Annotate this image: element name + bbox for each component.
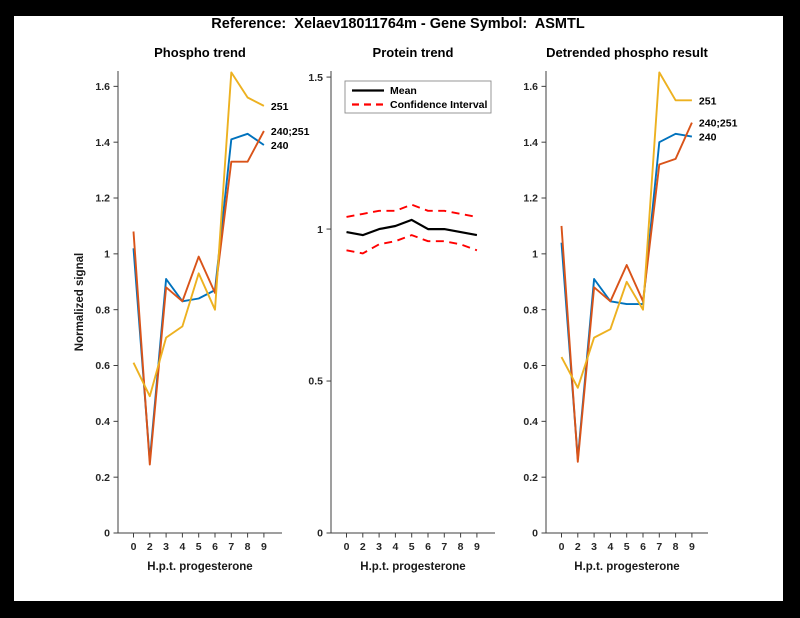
x-tick-label: 0 [131,541,137,553]
y-tick-label: 1.2 [523,193,538,205]
legend-entry-label: Confidence Interval [390,99,488,111]
series-end-label: 251 [699,95,717,107]
x-tick-label: 8 [245,541,251,553]
x-tick-label: 7 [656,541,662,553]
series-line-ci-upper [346,203,478,218]
y-tick-label: 1 [104,249,110,261]
y-tick-label: 0.8 [95,304,110,316]
y-axis-label: Normalized signal [74,253,86,351]
y-tick-label: 1 [532,249,538,261]
figure-title: Reference: Xelaev18011764m - Gene Symbol… [211,16,585,32]
subplot-detrended-phospho: 00.20.40.60.811.21.41.60 2 3 4 5 6 7 8 9Detrende… [523,45,737,573]
y-tick-label: 0 [317,528,323,540]
y-tick-label: 0.8 [523,304,538,316]
x-tick-label: 6 [425,541,431,553]
x-tick-label: 3 [591,541,597,553]
x-tick-label: 2 [360,541,366,553]
series-line-251 [132,71,265,398]
x-tick-label: 0 [344,541,350,553]
series-end-label: 240 [699,132,717,144]
series-line-251 [560,71,692,389]
x-axis-label: H.p.t. progesterone [147,561,252,573]
figure-background [14,16,783,601]
x-tick-label: 4 [179,541,185,553]
x-tick-label: 5 [196,541,202,553]
series-line-240-251 [560,122,693,463]
x-tick-label: 4 [392,541,398,553]
x-tick-label: 5 [409,541,415,553]
y-tick-label: 0.4 [523,416,538,428]
series-end-label: 251 [271,101,289,113]
x-tick-label: 7 [441,541,447,553]
x-tick-label: 7 [228,541,234,553]
y-tick-label: 1.4 [523,137,538,149]
y-tick-label: 0.2 [95,472,110,484]
y-tick-label: 0.5 [308,376,323,388]
y-tick-label: 0.6 [95,360,110,372]
x-axis-label: H.p.t. progesterone [360,561,465,573]
x-tick-label: 3 [376,541,382,553]
series-line-mean [346,218,478,237]
subplot-title: Phospho trend [154,45,246,60]
y-tick-label: 1.6 [523,81,538,93]
x-tick-label: 8 [458,541,464,553]
subplot-title: Protein trend [373,45,454,60]
x-tick-label: 0 [559,541,565,553]
subplot-title: Detrended phospho result [546,45,708,60]
series-line-ci-lower [346,234,478,255]
legend-entry-label: Mean [390,85,417,97]
y-tick-label: 0 [104,528,110,540]
y-tick-label: 0.2 [523,472,538,484]
y-tick-label: 0 [532,528,538,540]
x-axis-label: H.p.t. progesterone [574,561,679,573]
x-tick-label: 6 [640,541,646,553]
x-tick-label: 2 [147,541,153,553]
y-tick-label: 1.2 [95,193,110,205]
y-tick-label: 1.6 [95,81,110,93]
y-tick-label: 1.4 [95,137,110,149]
x-tick-label: 2 [575,541,581,553]
series-end-label: 240;251 [699,118,738,130]
x-tick-label: 6 [212,541,218,553]
x-tick-label: 9 [474,541,480,553]
series-end-label: 240 [271,140,289,152]
x-tick-label: 4 [607,541,613,553]
y-tick-label: 1 [317,224,323,236]
series-line-240-251 [132,130,265,466]
series-end-label: 240;251 [271,126,310,138]
x-tick-label: 8 [673,541,679,553]
legend-box [344,80,492,114]
x-tick-label: 5 [624,541,630,553]
x-tick-label: 3 [163,541,169,553]
x-tick-label: 9 [261,541,267,553]
subplot-phospho-trend: 00.20.40.60.811.21.41.60 2 3 4 5 6 7 8 9Phospho … [74,45,310,573]
x-tick-label: 9 [689,541,695,553]
y-tick-label: 0.6 [523,360,538,372]
y-tick-label: 1.5 [308,72,323,84]
y-tick-label: 0.4 [95,416,110,428]
